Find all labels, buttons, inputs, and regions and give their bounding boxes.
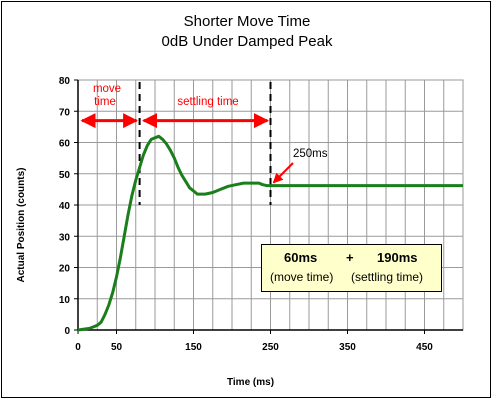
settling-time-value: 190ms [377,250,418,265]
x-tick-label: 450 [416,342,433,353]
y-tick-label: 20 [59,264,71,275]
plus-sign: + [346,250,354,265]
y-tick-label: 40 [59,201,71,212]
move-time-annotation: move [93,83,121,95]
chart-subtitle: 0dB Under Damped Peak [161,33,333,50]
x-axis-label: Time (ms) [227,377,274,388]
move-time-caption: (move time) [270,270,334,284]
move-time-value: 60ms [284,250,318,265]
point-callout-arrow [272,162,294,184]
point-callout-label: 250ms [293,148,328,160]
x-tick-label: 150 [185,342,202,353]
y-tick-label: 30 [59,232,71,243]
timing-info-box: 60ms + 190ms (move time) (settling time) [261,244,442,292]
chart-title: Shorter Move Time [183,13,311,30]
x-tick-label: 250 [262,342,279,353]
y-axis-label: Actual Position (counts) [16,168,27,283]
y-tick-label: 50 [59,170,71,181]
move-time-annotation: time [94,96,116,108]
x-tick-label: 350 [339,342,356,353]
y-tick-label: 0 [64,326,70,337]
settling-time-annotation: settling time [177,96,238,108]
x-tick-label: 0 [75,342,81,353]
y-tick-label: 80 [59,76,71,87]
y-tick-label: 70 [59,107,71,118]
y-tick-label: 10 [59,295,71,306]
x-tick-label: 50 [111,342,123,353]
position-series-line [77,134,463,332]
y-tick-label: 60 [59,139,71,150]
settling-time-caption: (settling time) [351,270,424,284]
